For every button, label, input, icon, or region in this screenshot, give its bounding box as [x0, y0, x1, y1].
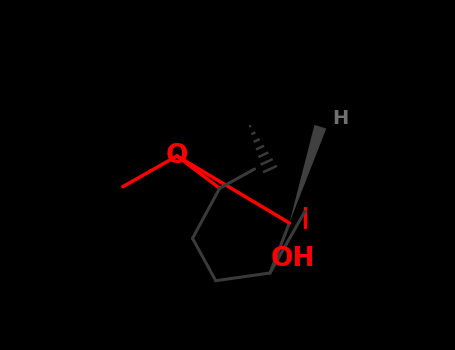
Text: OH: OH	[271, 246, 315, 272]
Text: O: O	[166, 143, 188, 169]
Polygon shape	[289, 125, 326, 223]
Text: H: H	[332, 110, 348, 128]
